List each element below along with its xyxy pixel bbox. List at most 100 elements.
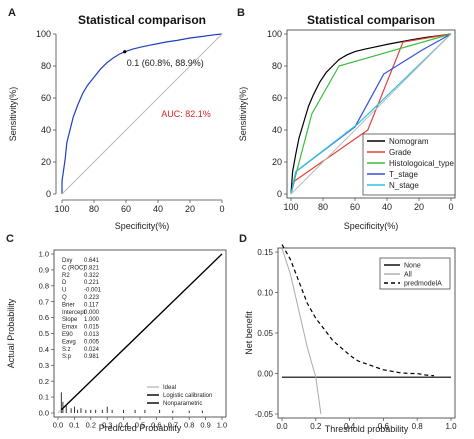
x-tick-label: 0.2	[310, 422, 322, 431]
stat-value: 0.005	[84, 339, 100, 345]
panel-label: B	[237, 7, 245, 19]
stat-value: 0.013	[84, 332, 100, 338]
stat-value: 0.641	[84, 258, 100, 264]
y-tick-label: 0.00	[257, 369, 273, 378]
x-tick-label: 0.4	[344, 422, 356, 431]
stat-name: U	[62, 288, 66, 294]
y-tick-label: 20	[41, 157, 51, 167]
reference-line	[61, 33, 223, 195]
stat-name: C (ROC)	[62, 265, 85, 271]
panel-label: C	[6, 233, 14, 245]
stat-value: 0.821	[84, 265, 100, 271]
stat-value: 0.981	[84, 354, 100, 360]
y-tick-label: 0.8	[39, 281, 49, 290]
legend-label: Histologoical_type	[389, 159, 454, 168]
x-axis-label: Predicted Probability	[99, 423, 182, 433]
reference-line	[61, 33, 223, 194]
panel-label: A	[8, 7, 16, 19]
y-tick-label: 40	[272, 125, 282, 135]
stat-name: S:p	[62, 354, 72, 360]
y-axis-label: Sensitivity(%)	[238, 87, 248, 142]
stat-value: 0.223	[84, 295, 100, 301]
x-tick-label: 0.0	[276, 422, 288, 431]
annotation-text: 0.1 (60.8%, 88.9%)	[127, 58, 204, 68]
y-tick-label: 40	[41, 125, 51, 135]
chart-title: Statistical comparison	[78, 13, 206, 27]
series-line-nonparametric	[60, 253, 223, 411]
legend-label: Grade	[389, 148, 412, 157]
y-axis-label: Net benefit	[244, 311, 254, 355]
legend-label: T_stage	[389, 170, 418, 179]
x-tick-label: 20	[414, 202, 424, 212]
stat-value: 0.015	[84, 325, 100, 331]
x-axis-label: Specificity(%)	[115, 221, 170, 231]
x-tick-label: 1.0	[217, 421, 227, 430]
y-tick-label: 100	[36, 29, 51, 39]
series-line-n-stage	[290, 33, 452, 195]
x-tick-label: 0	[219, 204, 224, 214]
x-tick-label: 100	[283, 202, 298, 212]
cutoff-point	[123, 50, 127, 54]
legend-label: None	[404, 262, 421, 269]
stat-name: R2	[62, 273, 70, 279]
stat-value: 0.322	[84, 273, 100, 279]
x-tick-label: 0.3	[102, 421, 112, 430]
chart-title: Statistical comparison	[307, 13, 435, 27]
plot-frame	[286, 29, 456, 199]
x-tick-label: 0.4	[118, 421, 128, 430]
y-tick-label: 1.0	[39, 250, 49, 259]
y-tick-label: 0.2	[39, 377, 49, 386]
stat-name: S:z	[62, 347, 71, 353]
series-line-all	[281, 248, 322, 415]
x-tick-label: 0.6	[378, 422, 390, 431]
series-line-nomogram	[290, 33, 452, 195]
panel-d: D 0.0 0.2 0.4 0.6 0.8 1.0 -0.05 0.00 0.05 0.10 0.15…	[239, 233, 457, 434]
x-tick-label: 0.5	[135, 421, 145, 430]
x-tick-label: 0.1	[69, 421, 79, 430]
legend-label: Nonparametric	[163, 401, 202, 407]
x-tick-label: 40	[382, 202, 392, 212]
x-tick-label: 0.8	[184, 421, 194, 430]
stat-name: Dxy	[62, 258, 72, 264]
y-tick-label: 0.15	[257, 248, 273, 257]
stat-name: Q	[62, 295, 67, 301]
stat-value: 0.117	[84, 302, 99, 308]
x-tick-label: 1.0	[445, 422, 457, 431]
stat-value: 0.221	[84, 280, 100, 286]
stat-name: Emax	[62, 325, 77, 331]
y-tick-label: 60	[41, 93, 51, 103]
y-axis-label: Sensitivity(%)	[8, 87, 18, 142]
y-tick-label: 0	[46, 189, 51, 199]
x-tick-label: 60	[350, 202, 360, 212]
y-tick-label: 0.5	[39, 329, 49, 338]
x-tick-label: 60	[121, 204, 131, 214]
y-tick-label: 80	[41, 61, 51, 71]
y-tick-label: 100	[267, 29, 282, 39]
y-tick-label: 0.6	[39, 313, 49, 322]
legend-label: Nomogram	[389, 137, 429, 146]
stat-name: Brier	[62, 302, 75, 308]
panel-a: A Statistical comparison 100 80 60 40 20 0 0 20 40…	[8, 7, 225, 231]
stat-value: 1.000	[84, 317, 100, 323]
y-tick-label: 0	[277, 189, 282, 199]
y-tick-label: 60	[272, 93, 282, 103]
legend-label: predmodelA	[404, 280, 442, 287]
x-tick-label: 0.7	[168, 421, 178, 430]
y-tick-label: 20	[272, 157, 282, 167]
stat-value: -0.001	[84, 288, 102, 294]
y-tick-label: 0.10	[257, 288, 273, 297]
annotation-text: AUC: 82.1%	[161, 109, 211, 119]
panel-b: B Statistical comparison 100 80 60 40 20 0 0 20 40…	[237, 7, 456, 231]
y-tick-label: 0.05	[257, 329, 273, 338]
stat-name: Intercept	[62, 310, 86, 316]
y-tick-label: 0.0	[39, 409, 49, 418]
x-tick-label: 0.8	[412, 422, 424, 431]
x-tick-label: 80	[89, 204, 99, 214]
x-axis-label: Threshold probability	[325, 424, 409, 434]
x-tick-label: 0.0	[53, 421, 63, 430]
y-tick-label: 0.1	[39, 393, 49, 402]
y-tick-label: 80	[272, 61, 282, 71]
x-tick-label: 20	[185, 204, 195, 214]
y-tick-label: 0.4	[39, 345, 49, 354]
